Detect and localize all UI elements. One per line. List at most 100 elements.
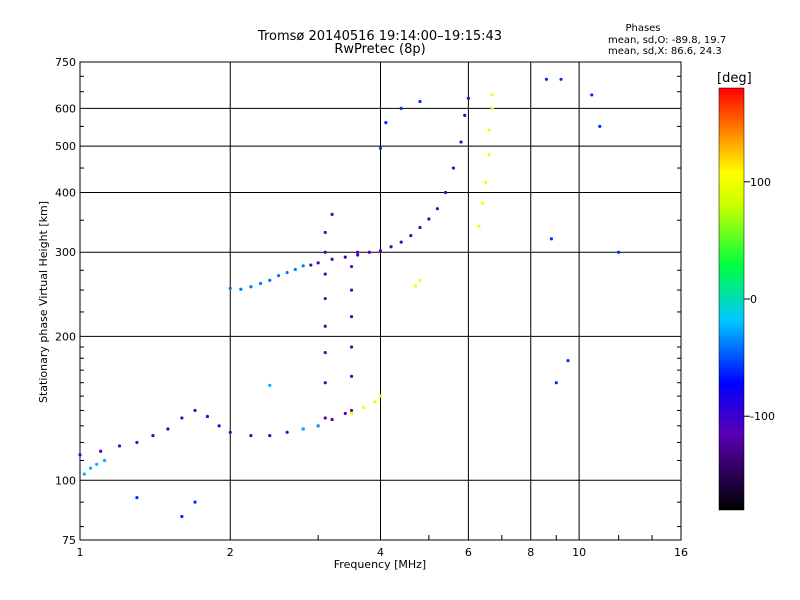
data-point-F-region-blue <box>330 257 334 261</box>
colorbar-tick-label: 100 <box>750 176 771 189</box>
data-point-F-region-blue <box>435 207 439 211</box>
data-point-X-mode-yellow <box>487 153 491 157</box>
data-point-scattered-points <box>135 495 139 500</box>
colorbar-tick-label: 0 <box>750 293 757 306</box>
y-tick-label: 75 <box>62 534 76 547</box>
data-point-scattered-points <box>544 77 549 81</box>
data-point-low-layer-cyan <box>301 427 305 431</box>
data-point-vertical-spread-1 <box>323 350 327 355</box>
x-axis-label: Frequency [MHz] <box>334 558 426 571</box>
data-point-low-layer <box>180 416 184 420</box>
y-tick-label: 500 <box>55 140 76 153</box>
data-point-low-layer-cyan <box>88 466 93 470</box>
data-point-vertical-spread-1 <box>323 381 327 385</box>
data-point-low-layer <box>343 411 347 416</box>
data-point-F-region-lower <box>301 264 305 268</box>
data-point-scattered-points <box>566 358 570 363</box>
data-point-X-mode-yellow <box>484 180 488 184</box>
data-point-low-layer-cyan <box>102 458 107 463</box>
data-point-F-region-lower <box>277 274 281 278</box>
x-tick-label: 8 <box>527 546 534 559</box>
data-point-F-region-lower <box>293 267 297 272</box>
data-point-low-layer <box>166 427 170 431</box>
x-tick-label: 2 <box>227 546 234 559</box>
data-point-F-region-blue <box>389 245 393 249</box>
data-point-scattered-points <box>384 121 388 125</box>
data-point-vertical-spread-1 <box>323 296 327 301</box>
data-point-X-mode-yellow <box>487 128 491 132</box>
data-point-low-layer <box>268 434 272 438</box>
y-tick-label: 100 <box>55 474 76 487</box>
data-point-F-region-blue <box>316 261 320 265</box>
data-point-low-layer <box>99 449 103 453</box>
data-point-low-layer <box>117 444 122 448</box>
data-point-vertical-spread-2 <box>349 408 354 413</box>
data-point-low-layer <box>228 430 232 434</box>
data-point-low-layer <box>135 440 139 445</box>
y-axis-label: Stationary phase Virtual Height [km] <box>37 201 50 403</box>
colorbar <box>718 87 745 511</box>
data-point-X-mode-yellow <box>490 106 494 110</box>
data-point-scattered-points <box>554 381 558 385</box>
data-point-X-mode-yellow <box>349 411 354 416</box>
data-point-X-mode-yellow <box>373 400 377 404</box>
x-tick-label: 4 <box>377 546 384 559</box>
x-tick-label: 16 <box>674 546 688 559</box>
data-point-scattered-points <box>590 93 594 97</box>
data-point-vertical-spread-1 <box>323 416 327 420</box>
data-point-X-mode-yellow <box>477 224 481 228</box>
data-point-F-region-blue <box>427 217 431 221</box>
tick-layer: 1 2 4 6 8 10 16 75 100 200 300 400 500 600 750 <box>55 56 688 559</box>
data-point-X-mode-yellow <box>362 405 366 410</box>
data-point-vertical-spread-2 <box>349 288 354 292</box>
data-point-low-layer-cyan <box>82 472 86 476</box>
data-point-low-layer-cyan <box>95 462 99 466</box>
data-point-low-layer <box>193 408 197 413</box>
data-point-scattered-points <box>559 77 563 81</box>
data-point-F-region-blue <box>459 140 463 144</box>
y-tick-label: 750 <box>55 56 76 69</box>
x-tick-label: 1 <box>77 546 84 559</box>
data-point-scattered-points <box>617 250 621 254</box>
data-point-low-layer <box>151 434 155 438</box>
data-point-F-region-lower <box>228 286 232 291</box>
grid-layer <box>80 62 681 540</box>
data-point-X-mode-yellow <box>413 284 418 288</box>
y-tick-label: 600 <box>55 102 76 115</box>
data-point-F-region-blue <box>378 249 383 253</box>
data-point-scattered-points <box>193 500 197 504</box>
colorbar-label: [deg] <box>717 71 752 86</box>
data-point-F-region-lower <box>268 278 272 282</box>
data-point-vertical-spread-1 <box>330 212 334 216</box>
x-tick-label: 6 <box>465 546 472 559</box>
data-point-low-layer <box>78 453 82 457</box>
colorbar-ticks: 100 0 -100 <box>744 176 775 423</box>
data-point-vertical-spread-1 <box>323 324 327 328</box>
data-point-scattered-points <box>598 124 602 128</box>
x-tick-label: 10 <box>572 546 586 559</box>
data-point-F-region-blue <box>418 225 422 230</box>
data-point-low-layer <box>249 434 253 438</box>
data-point-F-region-blue <box>451 166 456 170</box>
data-point-scattered-points <box>418 99 422 104</box>
data-point-F-region-blue <box>466 96 470 100</box>
points-layer <box>78 77 621 519</box>
stats-heading: Phases <box>625 23 660 34</box>
data-point-low-layer <box>330 417 334 422</box>
colorbar-tick-label: -100 <box>750 410 775 423</box>
chart-title: Tromsø 20140516 19:14:00–19:15:43 <box>257 29 502 44</box>
data-point-F-region-blue <box>443 190 448 195</box>
y-tick-label: 200 <box>55 330 76 343</box>
chart-subtitle: RwPretec (8p) <box>334 42 425 57</box>
data-point-F-region-blue <box>367 250 371 254</box>
data-point-F-region-lower <box>258 281 263 286</box>
data-point-low-layer-cyan <box>316 424 320 428</box>
data-point-scattered-points <box>180 514 184 519</box>
data-point-vertical-spread-2 <box>349 374 354 378</box>
data-point-vertical-spread-2 <box>349 264 354 269</box>
data-point-low-layer-cyan <box>268 383 272 387</box>
data-point-F-region-blue <box>356 253 360 257</box>
data-point-F-region-blue <box>309 263 313 267</box>
data-point-vertical-spread-2 <box>356 250 360 254</box>
